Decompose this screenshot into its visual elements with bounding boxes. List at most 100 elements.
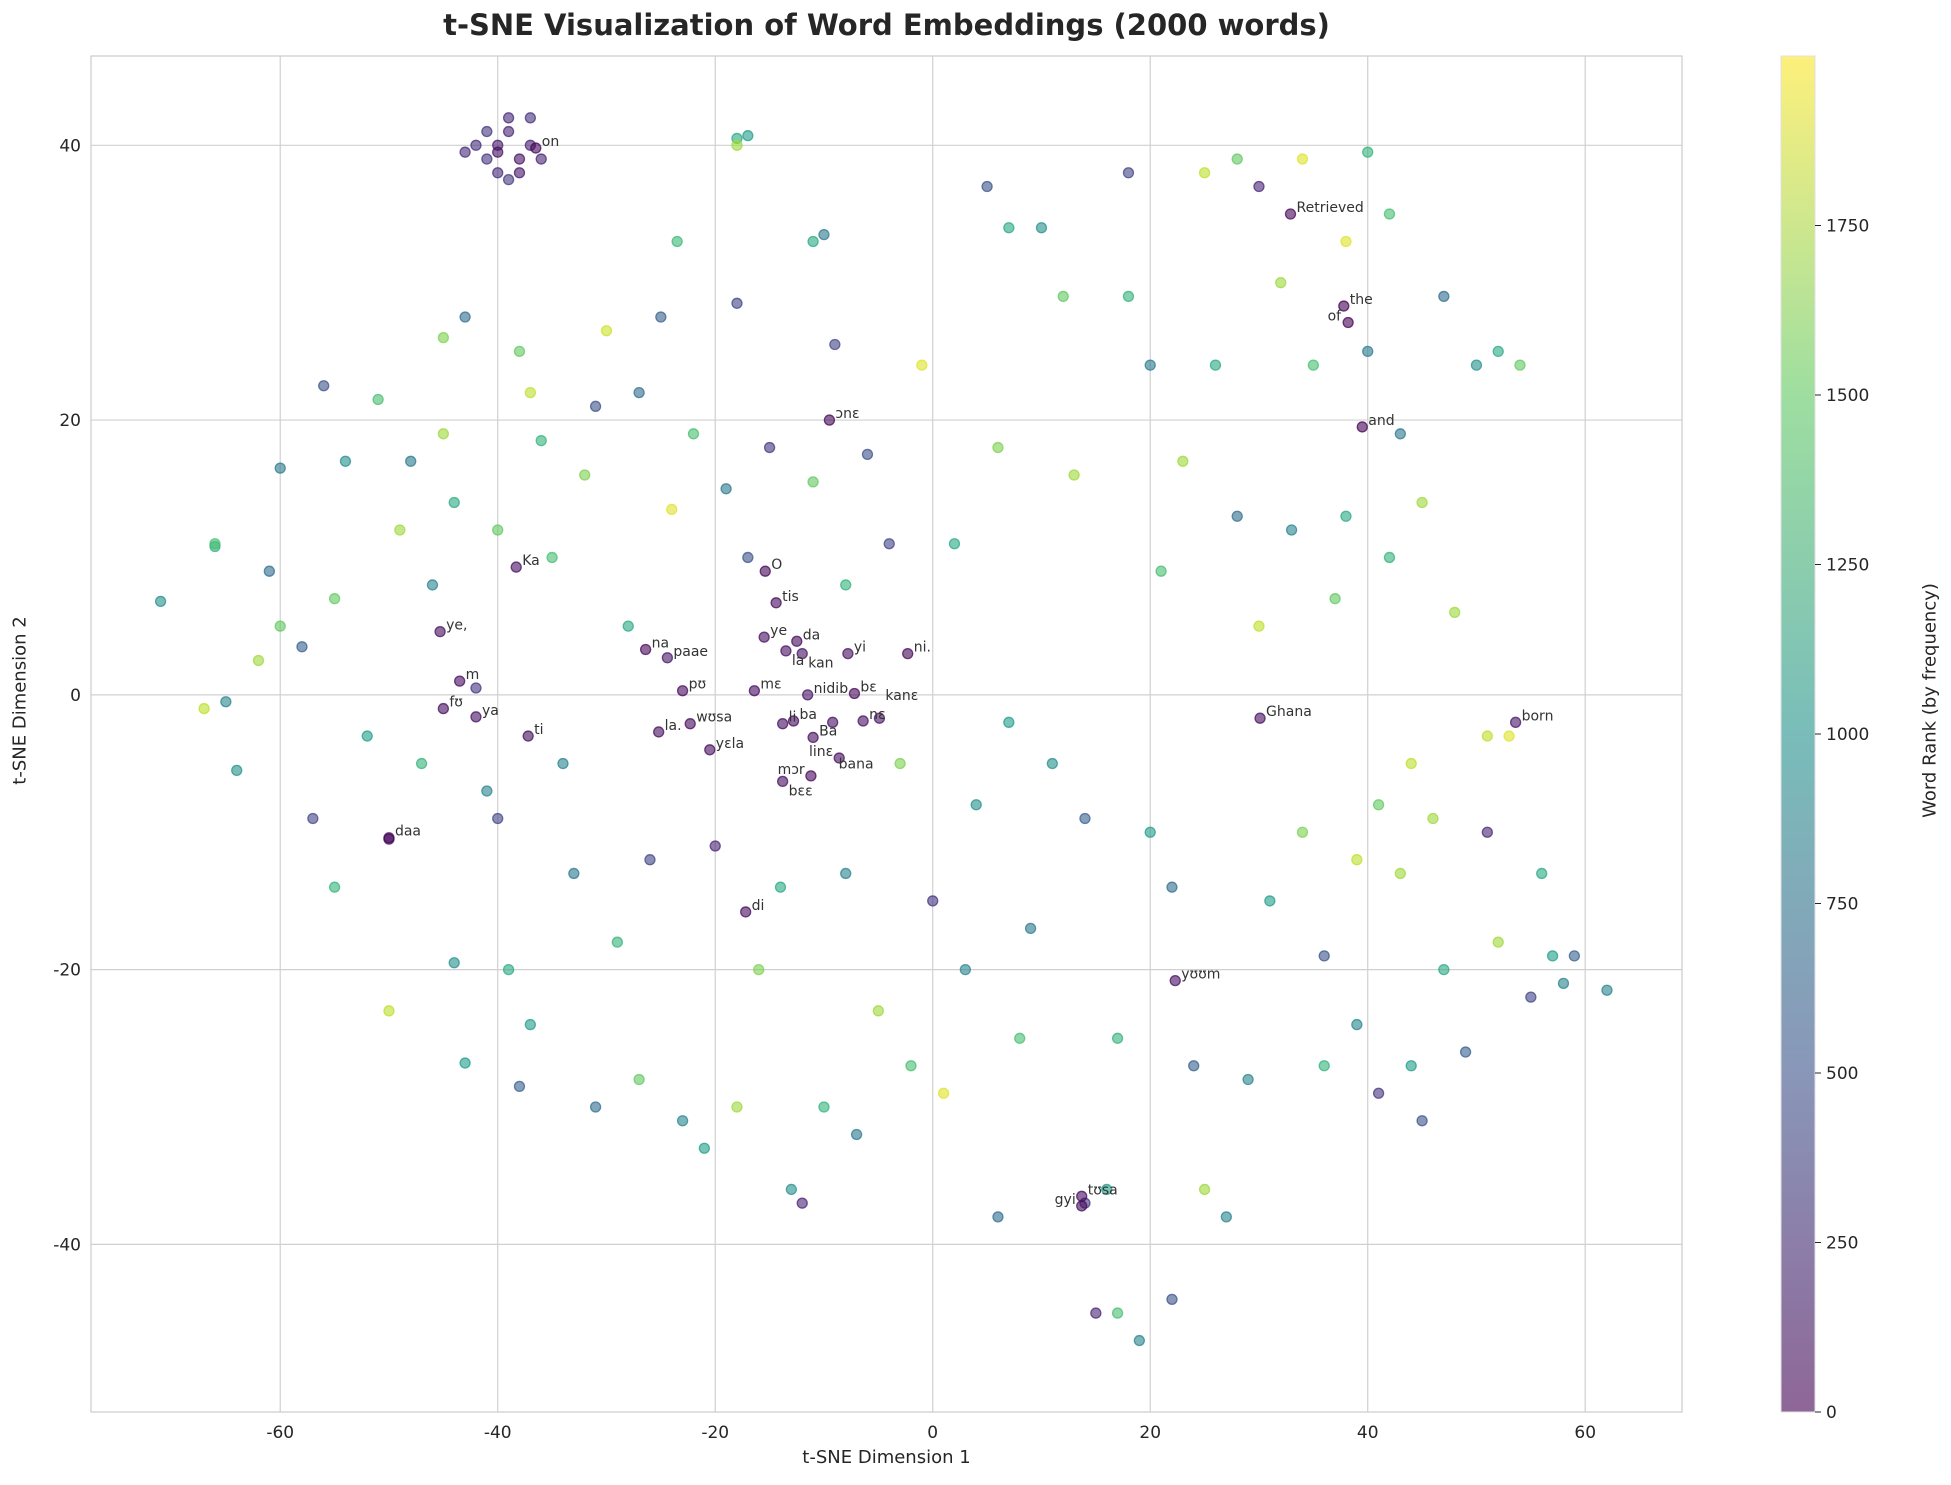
data-point: [883, 538, 895, 550]
data-point: [502, 125, 515, 138]
x-tick-label: 20: [1139, 1423, 1161, 1443]
data-point: [1111, 1032, 1124, 1044]
data-point: [1342, 316, 1354, 329]
data-point: [1372, 799, 1385, 811]
data-point: [796, 1197, 808, 1209]
data-point: [1024, 922, 1037, 935]
data-point: [748, 685, 761, 697]
word-label: ya: [482, 703, 499, 719]
data-point: [1416, 1115, 1428, 1127]
data-point: [759, 565, 771, 577]
data-point: [1525, 991, 1537, 1003]
data-point: [1068, 469, 1080, 481]
data-point: [1231, 510, 1243, 522]
data-point: [785, 1183, 797, 1196]
data-point: [731, 297, 743, 309]
colorbar: [1780, 55, 1816, 1413]
data-point: [454, 675, 466, 687]
data-point: [383, 1005, 395, 1017]
data-point: [513, 345, 526, 358]
data-point: [1253, 620, 1265, 632]
word-label: li: [789, 710, 797, 726]
data-point: [328, 881, 341, 893]
data-point: [361, 730, 373, 742]
word-label: tʊsa: [1088, 1182, 1118, 1198]
data-point: [1356, 421, 1368, 433]
data-point: [902, 647, 914, 660]
data-point: [372, 393, 384, 406]
data-point: [742, 551, 754, 564]
data-point: [1296, 826, 1309, 838]
data-point: [481, 785, 493, 797]
data-point: [1383, 208, 1396, 220]
colorbar-tick-label: 1500: [1826, 386, 1869, 406]
data-point: [296, 641, 308, 653]
x-tick-label: -60: [266, 1423, 294, 1443]
data-point: [1220, 1211, 1232, 1223]
data-point: [758, 631, 770, 643]
data-point: [687, 428, 700, 440]
data-point: [535, 435, 547, 447]
data-point: [805, 770, 817, 782]
data-point: [1275, 277, 1287, 289]
word-label: di: [752, 898, 765, 914]
data-point: [589, 400, 602, 412]
data-point: [861, 448, 874, 461]
plot-frame: [90, 55, 1683, 1413]
data-point: [524, 112, 536, 124]
word-label: ye,: [446, 618, 467, 634]
data-point: [1254, 712, 1266, 724]
data-point: [502, 173, 515, 186]
y-tick-label: 20: [59, 411, 81, 431]
word-label: yi: [854, 640, 866, 656]
data-point: [1264, 895, 1276, 907]
data-point: [818, 1101, 830, 1113]
data-point: [470, 139, 482, 151]
y-tick-label: -20: [53, 961, 81, 981]
data-point: [1405, 757, 1417, 770]
data-point: [937, 1087, 950, 1099]
data-point: [307, 812, 319, 825]
word-label: nidib: [814, 681, 849, 697]
data-point: [339, 455, 352, 467]
data-point: [742, 130, 754, 142]
word-label: ɔnɛ: [835, 406, 859, 422]
word-label: daa: [395, 824, 421, 840]
data-point: [220, 696, 232, 708]
data-point: [1169, 974, 1181, 987]
data-point: [873, 712, 886, 724]
data-point: [1285, 524, 1298, 536]
data-point: [481, 125, 493, 138]
data-point: [763, 441, 776, 454]
data-point: [1307, 359, 1319, 371]
data-point: [1383, 551, 1396, 564]
word-label: la: [792, 653, 804, 669]
data-point: [850, 1128, 863, 1141]
data-point: [470, 711, 482, 723]
word-label: da: [803, 627, 820, 643]
data-point: [1329, 593, 1341, 605]
data-point: [776, 718, 789, 730]
data-point: [1144, 359, 1156, 371]
data-point: [970, 799, 982, 811]
data-point: [1122, 290, 1135, 303]
data-point: [622, 620, 634, 632]
data-point: [415, 757, 428, 770]
data-point: [426, 579, 439, 591]
colorbar-tick-label: 0: [1826, 1403, 1837, 1423]
data-point: [731, 1101, 743, 1113]
word-label: ye: [770, 623, 787, 639]
data-point: [1133, 1334, 1145, 1347]
data-point: [492, 524, 504, 536]
word-label: Ghana: [1266, 704, 1312, 720]
data-point: [633, 386, 645, 399]
word-label: bɛ: [860, 679, 876, 695]
word-label: kanɛ: [885, 688, 918, 704]
data-point: [1209, 359, 1222, 371]
data-point: [802, 689, 814, 701]
data-point: [263, 565, 275, 577]
data-point: [1090, 1307, 1102, 1319]
data-point: [671, 235, 683, 248]
data-point: [1242, 1073, 1254, 1086]
data-point: [842, 647, 854, 660]
